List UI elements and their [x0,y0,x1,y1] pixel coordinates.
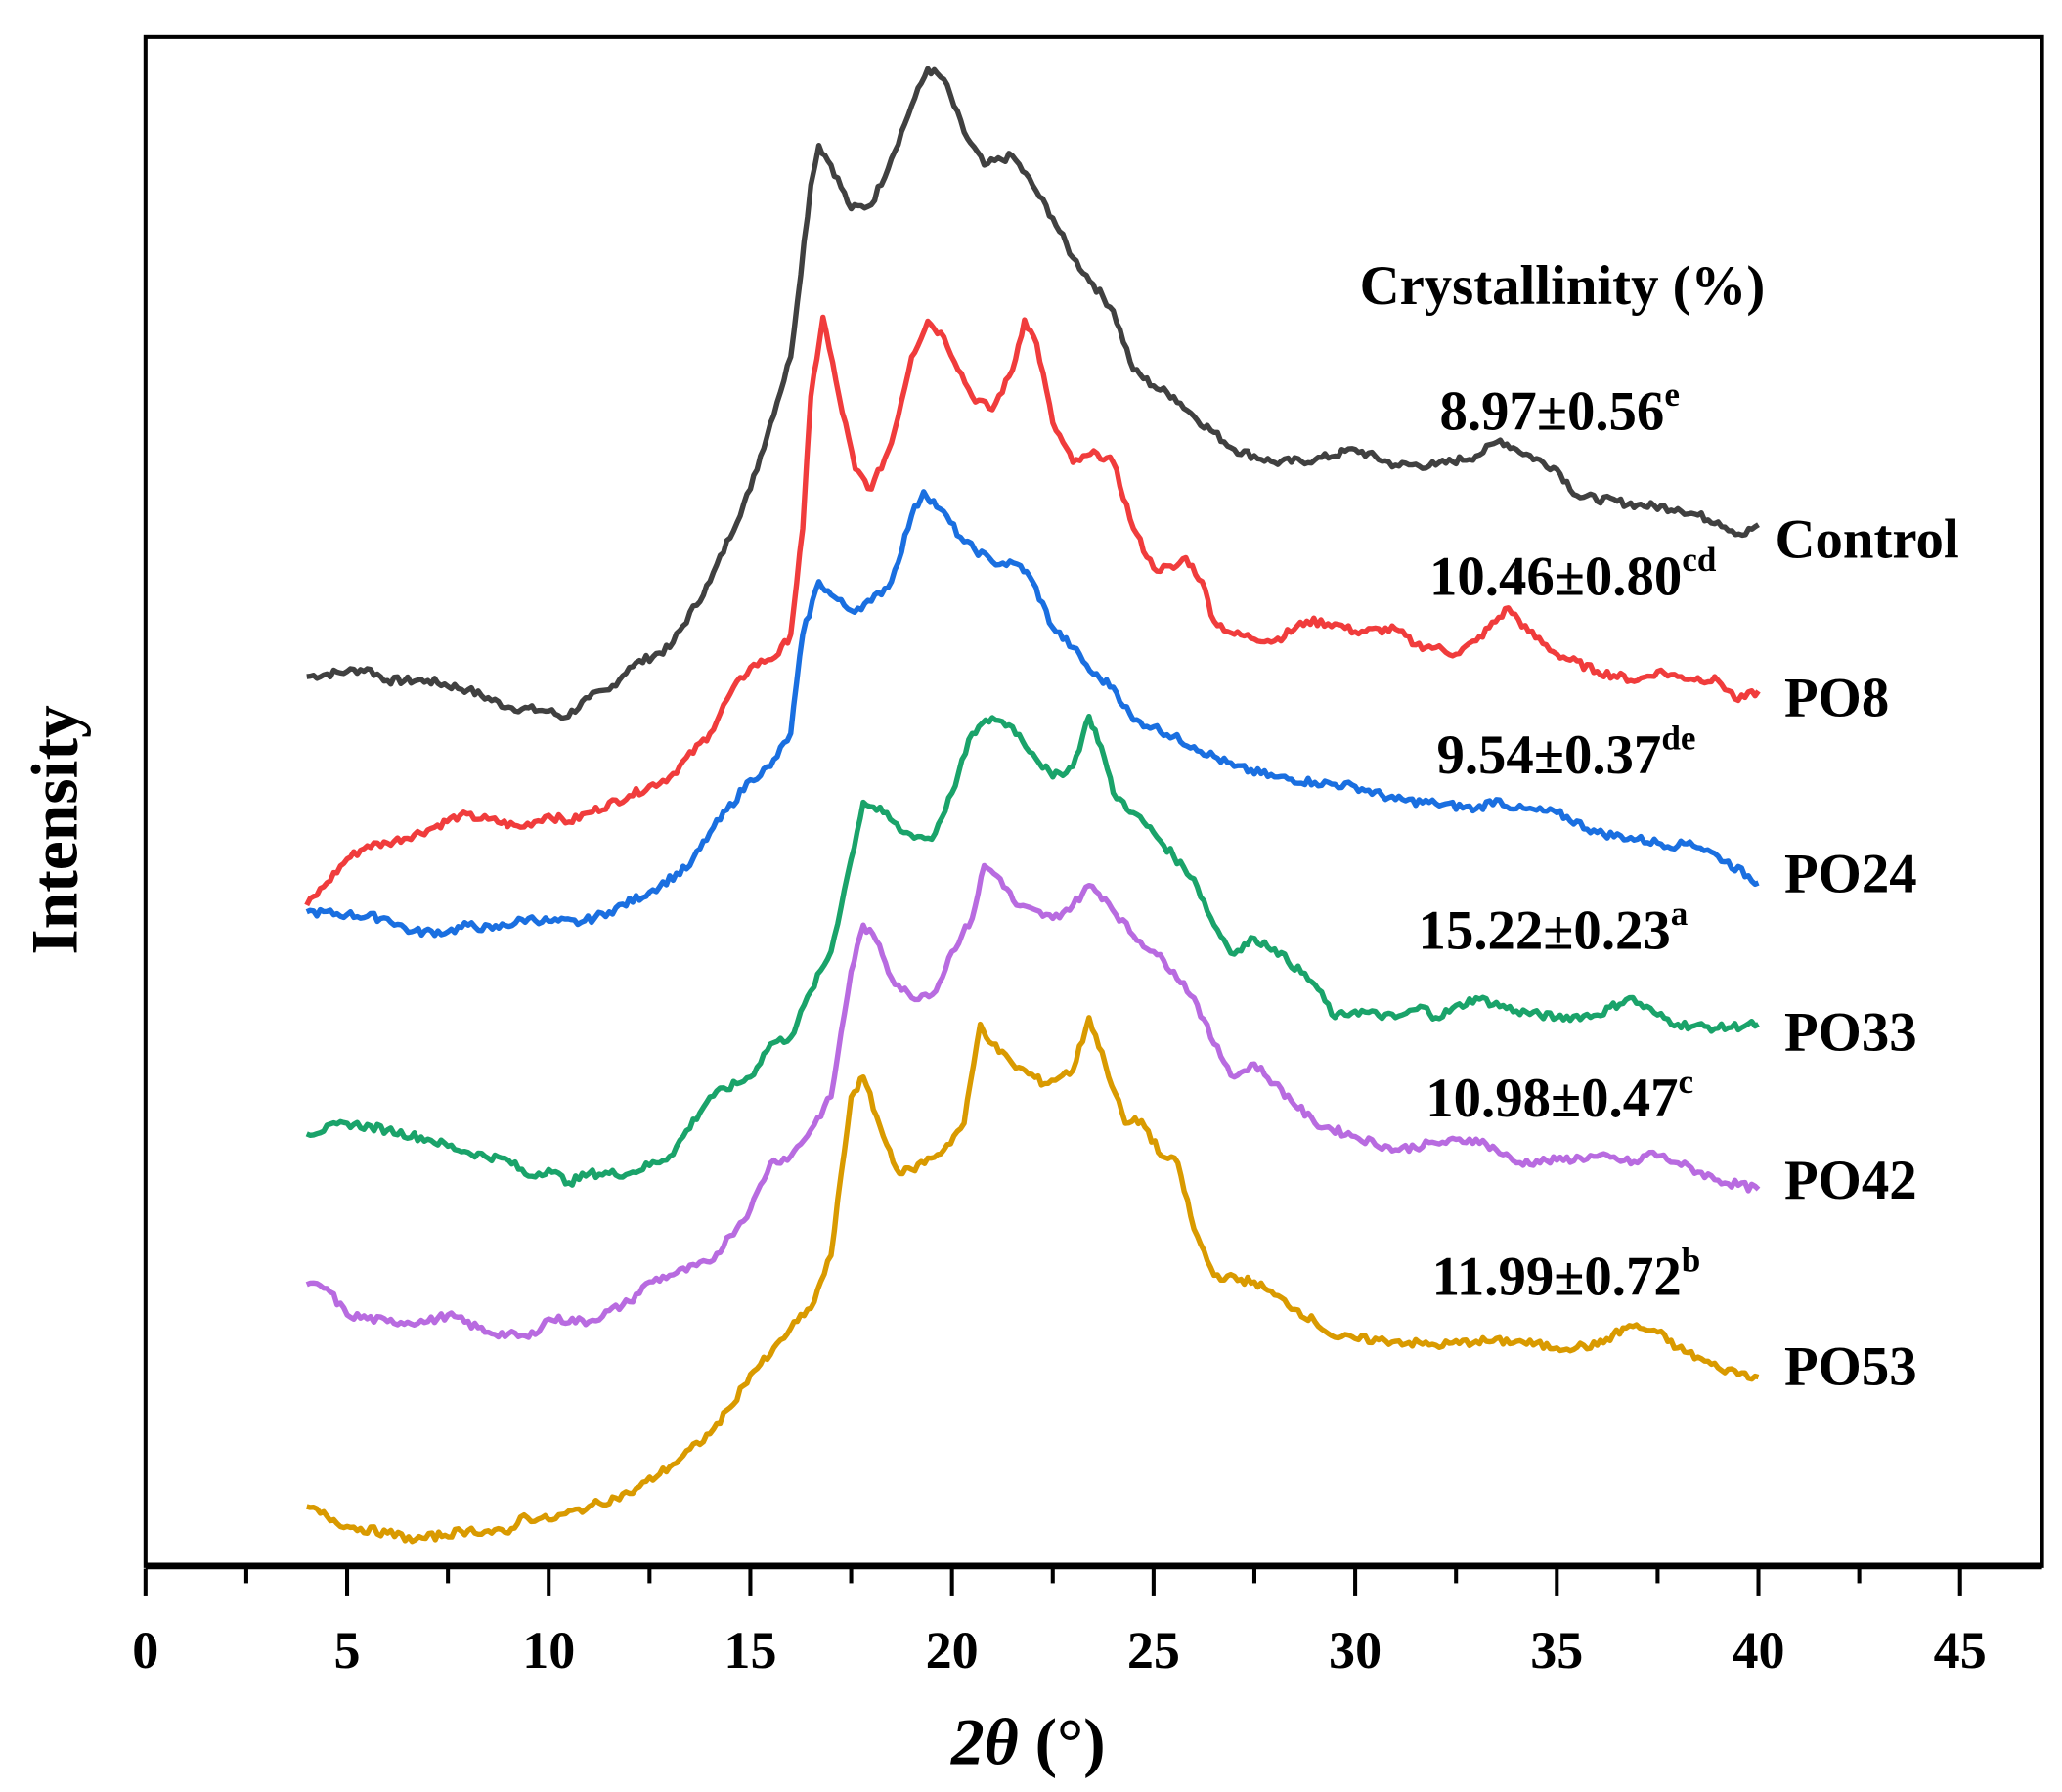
series-label-po53: PO53 [1784,1336,1917,1398]
significance-letter: b [1682,1241,1701,1279]
series-label-control: Control [1776,508,1959,570]
x-tick-label: 20 [926,1621,979,1680]
significance-letter: a [1671,895,1689,933]
crystallinity-number: 8.97±0.56 [1439,380,1664,442]
series-line-control [306,66,1760,721]
series-line-po53 [306,1015,1760,1545]
series-label-po24: PO24 [1784,843,1917,904]
x-tick-label: 5 [334,1621,361,1680]
series-label-po8: PO8 [1784,668,1889,729]
crystallinity-number: 15.22±0.23 [1419,900,1671,962]
crystallinity-value: 10.98±0.47c [1426,1063,1693,1129]
series-label-po42: PO42 [1784,1150,1917,1211]
crystallinity-number: 10.98±0.47 [1426,1068,1678,1129]
crystallinity-value: 11.99±0.72b [1432,1241,1701,1307]
x-tick-label: 45 [1934,1621,1987,1680]
crystallinity-number: 11.99±0.72 [1432,1246,1682,1308]
significance-letter: cd [1682,541,1717,579]
series-line-po33 [305,713,1760,1188]
series-label-po33: PO33 [1784,1002,1917,1064]
series-line-po42 [305,862,1761,1340]
x-tick-label: 15 [724,1621,776,1680]
x-axis-label-symbol: 2θ [950,1706,1019,1779]
series-line-po24 [305,489,1760,939]
x-tick-labels: 0 5 10 15 20 25 30 35 40 45 [132,1621,1986,1680]
annotations: 8.97±0.56e Control 10.46±0.80cd PO8 9.54±0.3… [1419,375,1959,1398]
x-ticks [143,1568,1962,1596]
significance-letter: c [1679,1063,1694,1101]
y-axis-label: Intensity [19,705,92,955]
crystallinity-number: 9.54±0.37 [1436,724,1661,786]
series-line-po8 [304,314,1761,907]
x-tick-label: 10 [522,1621,575,1680]
x-tick-label: 25 [1127,1621,1180,1680]
significance-letter: e [1664,375,1680,414]
x-axis-label-unit: (°) [1019,1706,1106,1779]
crystallinity-value: 9.54±0.37de [1436,719,1695,785]
x-tick-label: 40 [1732,1621,1784,1680]
x-tick-label: 0 [132,1621,158,1680]
crystallinity-value: 15.22±0.23a [1419,895,1689,961]
significance-letter: de [1661,719,1695,757]
x-tick-label: 35 [1530,1621,1583,1680]
crystallinity-value: 8.97±0.56e [1439,375,1679,442]
crystallinity-title: Crystallinity (%) [1360,255,1766,317]
series-curves [304,66,1761,1545]
x-tick-label: 30 [1329,1621,1382,1680]
crystallinity-value: 10.46±0.80cd [1429,541,1717,607]
crystallinity-number: 10.46±0.80 [1429,546,1682,607]
x-axis-label: 2θ (°) [950,1706,1106,1779]
